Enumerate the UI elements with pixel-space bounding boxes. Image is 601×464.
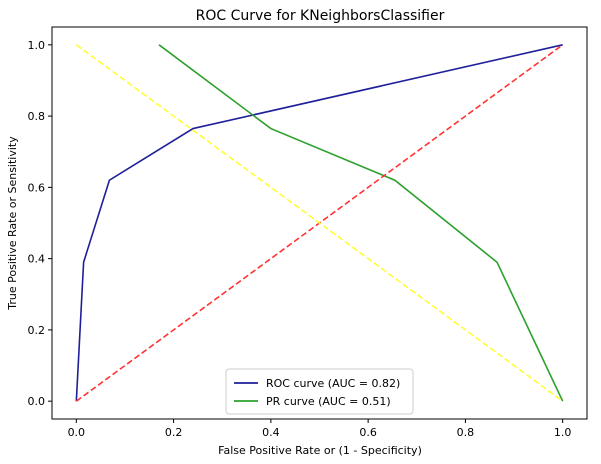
legend: ROC curve (AUC = 0.82) PR curve (AUC = 0… xyxy=(225,368,414,415)
y-tick-label-4: 0.8 xyxy=(28,110,46,123)
x-tick-label-2: 0.4 xyxy=(262,426,280,439)
x-axis-label: False Positive Rate or (1 - Specificity) xyxy=(218,444,422,457)
series-line-0 xyxy=(75,44,563,402)
x-tick-label-5: 1.0 xyxy=(554,426,572,439)
legend-label-pr: PR curve (AUC = 0.51) xyxy=(266,395,391,408)
y-tick-label-1: 0.2 xyxy=(28,324,46,337)
x-tick-label-1: 0.2 xyxy=(165,426,183,439)
y-tick-label-5: 1.0 xyxy=(28,39,46,52)
y-tick-label-2: 0.4 xyxy=(28,253,46,266)
series-line-3 xyxy=(75,44,564,402)
x-tick-label-4: 0.8 xyxy=(457,426,475,439)
x-tick-label-3: 0.6 xyxy=(359,426,377,439)
series-layer xyxy=(75,44,564,402)
y-tick-label-3: 0.6 xyxy=(28,181,46,194)
x-tick-label-0: 0.0 xyxy=(68,426,86,439)
legend-box xyxy=(225,368,414,415)
plot-frame xyxy=(51,26,588,420)
x-axis-ticks: 0.0 0.2 0.4 0.6 0.8 1.0 xyxy=(68,419,572,439)
y-tick-label-0: 0.0 xyxy=(28,395,46,408)
series-line-1 xyxy=(158,44,564,402)
y-axis-ticks: 0.0 0.2 0.4 0.6 0.8 1.0 xyxy=(28,39,52,408)
chart-title: ROC Curve for KNeighborsClassifier xyxy=(196,8,445,24)
y-axis-label: True Positive Rate or Sensitivity xyxy=(6,136,19,311)
legend-label-roc: ROC curve (AUC = 0.82) xyxy=(266,377,400,390)
